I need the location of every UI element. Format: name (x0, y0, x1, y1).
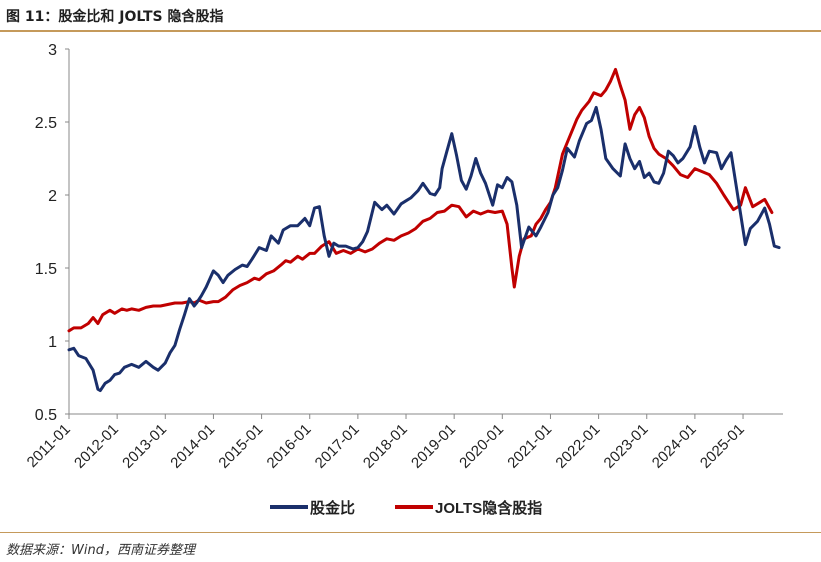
legend-label: 股金比 (310, 499, 355, 517)
y-tick-label: 2 (48, 188, 57, 205)
x-axis-ticks: 2011-012012-012013-012014-012015-012016-… (24, 414, 748, 472)
x-tick-label: 2013-01 (119, 421, 170, 472)
line-chart: 0.5 1 1.5 2 2.5 3 2011-012012-012013-012014-0… (24, 42, 783, 517)
series-line-2 (67, 67, 774, 333)
x-tick-label: 2017-01 (312, 421, 363, 472)
y-tick-label: 2.5 (35, 115, 57, 132)
x-tick-label: 2020-01 (456, 421, 507, 472)
x-tick-label: 2022-01 (552, 421, 603, 472)
x-tick-label: 2021-01 (504, 421, 555, 472)
x-tick-label: 2012-01 (71, 421, 122, 472)
figure-title: 图 11：股金比和 JOLTS 隐含股指 (6, 9, 224, 25)
x-tick-label: 2015-01 (215, 421, 266, 472)
title-divider (0, 30, 821, 32)
source-note: 数据来源：Wind，西南证券整理 (6, 543, 195, 558)
x-tick-label: 2024-01 (649, 421, 700, 472)
x-tick-label: 2014-01 (167, 421, 218, 472)
x-tick-label: 2016-01 (264, 421, 315, 472)
x-tick-label: 2023-01 (601, 421, 652, 472)
x-tick-label: 2025-01 (697, 421, 748, 472)
y-tick-label: 3 (48, 42, 57, 59)
source-divider (0, 532, 821, 533)
x-tick-label: 2011-01 (24, 421, 74, 471)
legend-label: JOLTS隐含股指 (435, 499, 542, 517)
y-tick-label: 1.5 (35, 261, 57, 278)
y-tick-label: 1 (48, 334, 57, 351)
series-line-1 (67, 105, 781, 393)
x-tick-label: 2018-01 (360, 421, 411, 472)
x-tick-label: 2019-01 (408, 421, 459, 472)
legend: 股金比 JOLTS隐含股指 (270, 499, 542, 517)
y-axis-ticks: 0.5 1 1.5 2 2.5 3 (35, 42, 69, 424)
y-tick-label: 0.5 (35, 407, 57, 424)
series-lines (67, 67, 781, 393)
